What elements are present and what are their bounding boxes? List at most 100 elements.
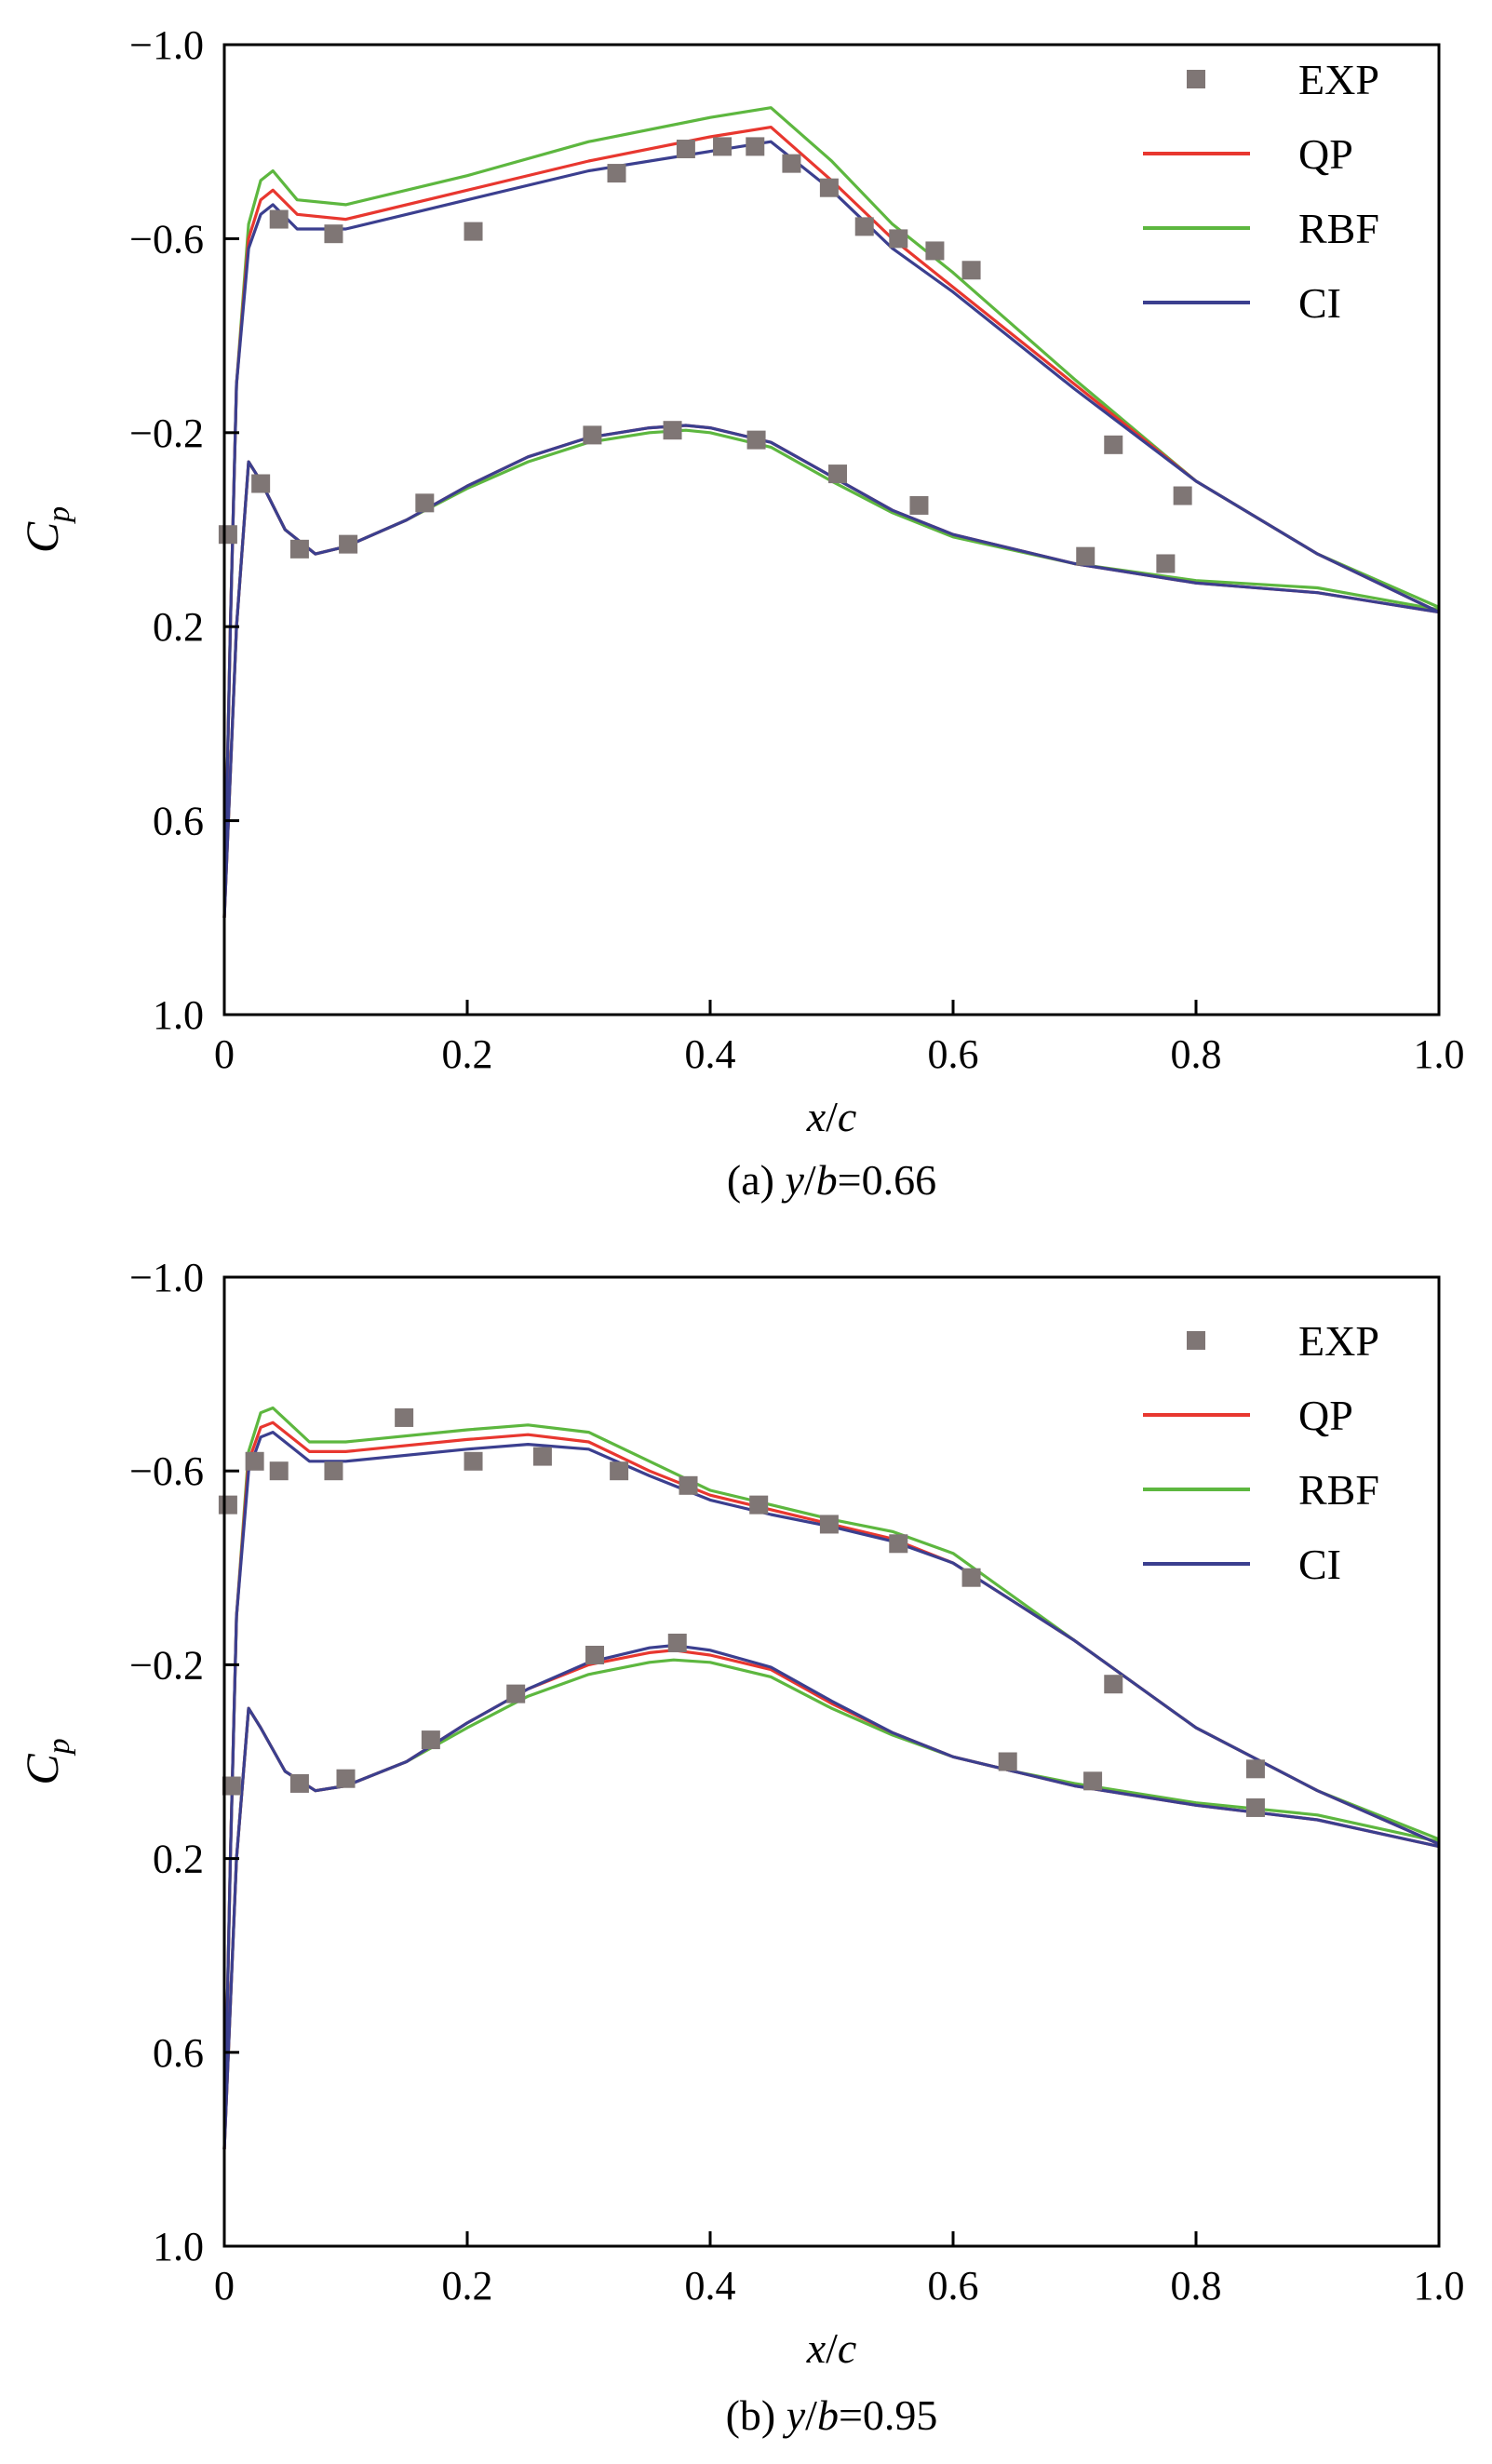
exp-marker-lower-9 [1245, 1798, 1265, 1817]
legend-label-ci: CI [1298, 1541, 1341, 1588]
exp-marker-lower-7 [998, 1752, 1017, 1771]
exp-marker-lower-8 [1083, 1771, 1103, 1791]
caption-var-b: b [817, 2391, 839, 2439]
y-axis-label: Cp [16, 506, 76, 553]
legend-marker-exp [1187, 1331, 1205, 1350]
exp-marker-upper-13 [1104, 435, 1123, 454]
exp-marker-lower-6 [663, 421, 682, 440]
series-rbf-upper-line [222, 106, 1440, 918]
exp-marker-lower-1 [289, 1773, 309, 1793]
x-axis-label-x: x [806, 1093, 827, 1140]
exp-marker-lower-10 [1076, 546, 1095, 566]
legend-label-exp: EXP [1298, 56, 1379, 103]
x-tick-label: 0.2 [442, 2263, 493, 2309]
exp-marker-lower-11 [1156, 554, 1176, 573]
caption-prefix: (a) [727, 1156, 786, 1204]
x-tick-label: 0.4 [685, 2263, 736, 2309]
exp-marker-upper-12 [961, 261, 981, 280]
exp-marker-upper-3 [607, 164, 626, 183]
caption-slash: / [804, 1156, 816, 1204]
exp-marker-upper-9 [854, 217, 874, 236]
exp-marker-upper-2 [464, 222, 483, 241]
exp-marker-lower-0 [218, 525, 237, 545]
x-axis-label: x/c [806, 2324, 857, 2372]
exp-marker-lower-5 [585, 1645, 605, 1664]
series-rbf-lower-line [222, 428, 1440, 918]
y-tick-label: 0.2 [153, 1837, 204, 1882]
x-tick-label: 0 [214, 1031, 235, 1077]
x-tick-label: 1.0 [1414, 1031, 1465, 1077]
caption-var-y: y [783, 2391, 806, 2439]
series-ci-upper-line [222, 140, 1440, 918]
exp-marker-lower-6 [667, 1633, 687, 1652]
exp-marker-upper-0 [218, 1495, 237, 1515]
exp-marker-lower-7 [746, 430, 766, 450]
exp-marker-upper-14 [1173, 486, 1192, 505]
exp-marker-lower-4 [506, 1684, 526, 1703]
x-tick-label: 0.8 [1171, 1031, 1222, 1077]
panel-caption: (b) y/b=0.95 [726, 2391, 938, 2439]
legend: EXP QP RBF CI [1143, 56, 1379, 327]
x-tick-label: 1.0 [1414, 2263, 1465, 2309]
y-tick-label: 0.6 [153, 799, 204, 844]
series-ci-lower-line [222, 424, 1440, 918]
exp-marker-upper-5 [713, 137, 733, 156]
exp-marker-upper-4 [676, 140, 695, 159]
caption-slash: / [805, 2391, 817, 2439]
exp-marker-upper-7 [610, 1461, 629, 1481]
y-tick-label: 1.0 [153, 992, 204, 1038]
caption-var-b: b [816, 1156, 838, 1204]
exp-marker-upper-2 [269, 1461, 289, 1481]
y-axis-label-sub: p [42, 506, 76, 524]
y-tick-label: −0.2 [129, 1642, 204, 1688]
exp-marker-upper-6 [746, 137, 765, 156]
exp-marker-upper-9 [749, 1495, 769, 1515]
exp-marker-lower-2 [289, 539, 309, 559]
y-tick-label: 0.2 [153, 604, 204, 650]
exp-marker-lower-5 [583, 425, 602, 445]
exp-marker-upper-11 [889, 1534, 908, 1554]
y-axis-label-main: C [16, 521, 68, 553]
exp-marker-upper-3 [324, 1461, 343, 1481]
exp-marker-lower-4 [415, 493, 435, 513]
exp-marker-lower-3 [339, 534, 358, 554]
exp-marker-lower-0 [222, 1776, 241, 1796]
series-qp-upper-line [222, 126, 1440, 918]
exp-marker-upper-8 [819, 178, 839, 197]
exp-marker-upper-5 [464, 1451, 483, 1471]
exp-marker-upper-1 [245, 1451, 264, 1471]
x-axis-label-slash: / [826, 2324, 838, 2372]
legend: EXP QP RBF CI [1143, 1317, 1379, 1588]
exp-marker-upper-6 [532, 1447, 552, 1466]
legend-marker-exp [1187, 70, 1205, 88]
x-axis-label-c: c [838, 1093, 856, 1140]
exp-marker-upper-7 [782, 154, 801, 173]
series-rbf-lower-line [222, 1658, 1440, 2149]
plot-frame [222, 43, 1441, 1017]
y-tick-label: −0.6 [129, 216, 204, 262]
exp-marker-lower-9 [909, 495, 929, 515]
chart-panel-b: 0 0.2 0.4 0.6 0.8 1.0−1.0−0.6−0.20.20.61.0x/c… [16, 1255, 1465, 2439]
exp-marker-upper-1 [324, 224, 343, 244]
series-rbf-upper-line [222, 1406, 1440, 2149]
exp-marker-upper-13 [1104, 1675, 1123, 1694]
x-axis-label-c: c [838, 2324, 856, 2372]
exp-marker-upper-10 [819, 1515, 839, 1534]
legend-label-rbf: RBF [1298, 205, 1379, 252]
exp-marker-upper-11 [925, 241, 945, 261]
exp-marker-upper-0 [269, 209, 289, 229]
x-tick-label: 0.2 [442, 1031, 493, 1077]
exp-marker-upper-8 [679, 1475, 698, 1495]
legend-label-qp: QP [1298, 1392, 1353, 1439]
caption-value: =0.95 [839, 2391, 937, 2439]
y-axis-label: Cp [16, 1738, 76, 1784]
caption-var-y: y [781, 1156, 804, 1204]
y-tick-label: 1.0 [153, 2224, 204, 2269]
y-tick-label: −1.0 [129, 1255, 204, 1300]
exp-marker-lower-2 [336, 1769, 356, 1788]
x-tick-label: 0.8 [1171, 2263, 1222, 2309]
exp-marker-upper-10 [889, 229, 908, 249]
series-qp-lower-line [222, 424, 1440, 918]
legend-label-ci: CI [1298, 279, 1341, 327]
exp-marker-upper-14 [1245, 1759, 1265, 1779]
